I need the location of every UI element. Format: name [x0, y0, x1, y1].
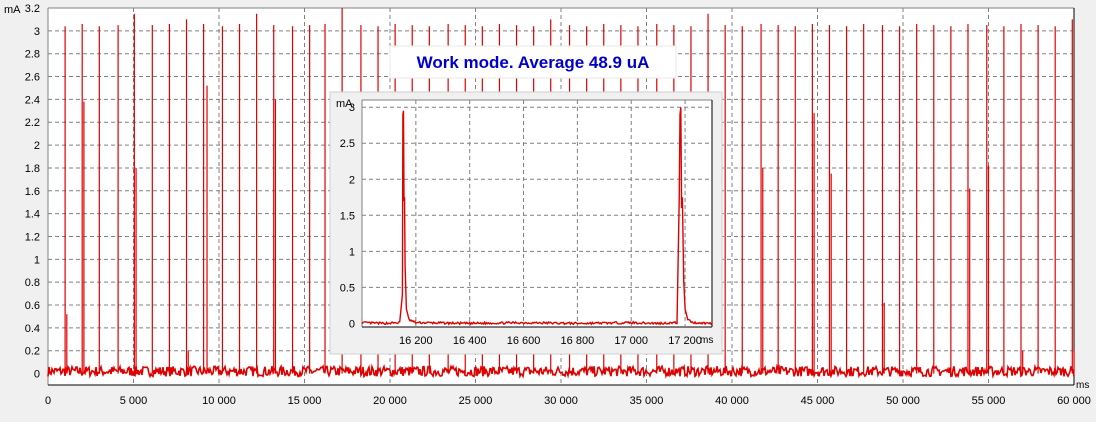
inset-ytick-label: 2.5 — [340, 138, 355, 150]
main-xtick-label: 20 000 — [373, 395, 407, 407]
main-ytick-label: 1.4 — [25, 209, 40, 221]
main-ytick-label: 1.6 — [25, 186, 40, 198]
inset-xtick-label: 17 200 — [668, 335, 702, 347]
inset-yunit-label: mA — [336, 98, 353, 110]
main-xtick-label: 50 000 — [886, 395, 920, 407]
main-ytick-label: 0 — [34, 369, 40, 381]
inset-ytick-label: 0.5 — [340, 282, 355, 294]
main-xtick-label: 40 000 — [715, 395, 749, 407]
main-ytick-label: 2 — [34, 140, 40, 152]
inset-xtick-label: 17 000 — [614, 335, 648, 347]
chart-title: Work mode. Average 48.9 uA — [417, 53, 650, 72]
inset-xtick-label: 16 800 — [561, 335, 595, 347]
main-ytick-label: 2.8 — [25, 49, 40, 61]
main-ytick-label: 3 — [34, 26, 40, 38]
main-xtick-label: 10 000 — [202, 395, 236, 407]
main-ytick-label: 0.8 — [25, 277, 40, 289]
inset-ytick-label: 2 — [349, 174, 355, 186]
main-xtick-label: 35 000 — [630, 395, 664, 407]
title-box-bg — [389, 45, 677, 79]
inset-trace — [361, 107, 713, 326]
main-xtick-label: 0 — [45, 395, 51, 407]
inset-ytick-label: 1 — [349, 246, 355, 258]
main-xtick-label: 15 000 — [288, 395, 322, 407]
title-box: Work mode. Average 48.9 uA — [389, 45, 677, 79]
main-ytick-label: 0.2 — [25, 346, 40, 358]
main-ytick-label: 1 — [34, 254, 40, 266]
main-baseline-trace — [47, 363, 1075, 379]
main-ytick-label: 2.6 — [25, 72, 40, 84]
main-ytick-label: 0.4 — [25, 323, 40, 335]
inset-ytick-label: 1.5 — [340, 210, 355, 222]
main-yunit-label: mA — [4, 4, 21, 16]
main-ytick-label: 1.2 — [25, 231, 40, 243]
main-ytick-label: 0.6 — [25, 300, 40, 312]
main-xunit-label: ms — [1076, 380, 1089, 391]
main-ytick-label: 3.2 — [25, 3, 40, 15]
inset-xtick-label: 16 400 — [453, 335, 487, 347]
inset-ytick-label: 0 — [349, 318, 355, 330]
main-xtick-label: 55 000 — [972, 395, 1006, 407]
main-xtick-label: 60 000 — [1057, 395, 1091, 407]
main-xtick-label: 5 000 — [120, 395, 148, 407]
main-ytick-label: 1.8 — [25, 163, 40, 175]
main-xtick-label: 45 000 — [801, 395, 835, 407]
main-ytick-label: 2.2 — [25, 117, 40, 129]
inset-plot-area — [362, 100, 712, 327]
main-xtick-label: 30 000 — [544, 395, 578, 407]
inset-ytick-label: 3 — [349, 102, 355, 114]
main-xtick-label: 25 000 — [459, 395, 493, 407]
main-ytick-label: 2.4 — [25, 94, 40, 106]
inset-xunit-label: ms — [700, 335, 713, 346]
inset-xtick-label: 16 600 — [507, 335, 541, 347]
inset-chart — [329, 91, 723, 355]
inset-xtick-label: 16 200 — [399, 335, 433, 347]
